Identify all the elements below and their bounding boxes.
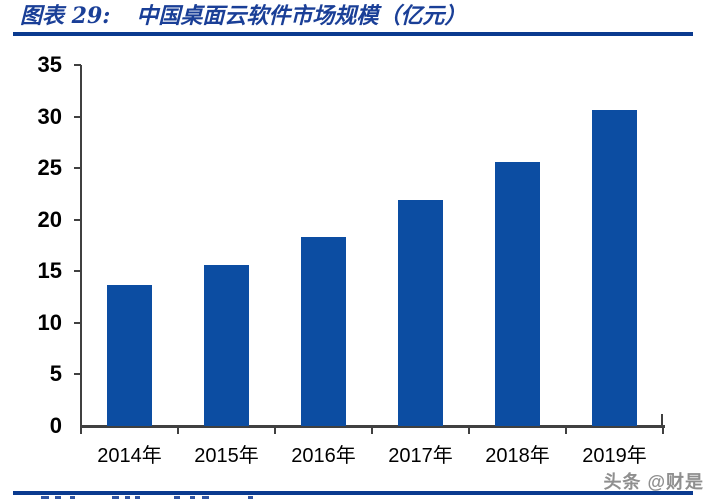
x-tick: [80, 425, 82, 434]
text-fragment: [135, 496, 140, 499]
bar-2014年: [107, 284, 152, 426]
y-tick: [74, 115, 81, 118]
x-tick: [274, 425, 276, 434]
text-fragment: [125, 496, 130, 499]
x-axis-tick-label: 2016年: [291, 445, 356, 467]
text-fragment: [70, 496, 75, 499]
figure-caption: 中国桌面云软件市场规模（亿元）: [136, 3, 467, 29]
y-axis-tick-label: 0: [49, 413, 62, 438]
y-axis-tick-label: 30: [37, 103, 62, 129]
x-axis-tick-label: 2019年: [582, 445, 647, 467]
text-fragment: [174, 496, 180, 499]
text-fragment: [112, 496, 119, 499]
y-tick: [74, 270, 81, 273]
title-divider: [13, 32, 693, 36]
figure-number: 图表 29:: [20, 3, 111, 29]
text-fragment: [202, 496, 209, 499]
y-axis-tick-label: 25: [37, 155, 62, 181]
y-axis-tick-label: 20: [37, 206, 62, 232]
text-fragment: [248, 496, 253, 499]
x-tick: [662, 425, 664, 434]
y-tick: [74, 64, 81, 66]
text-fragment: [55, 496, 61, 499]
bar-2019年: [592, 110, 637, 426]
y-tick: [74, 218, 81, 221]
x-tick: [177, 425, 179, 434]
x-tick: [371, 425, 373, 434]
x-axis-tick-label: 2018年: [485, 445, 550, 467]
bottom-divider: [13, 491, 693, 495]
y-axis-line: [80, 65, 82, 428]
y-axis-tick-label: 15: [37, 258, 62, 284]
x-axis-end-tick: [661, 414, 663, 426]
text-fragment: [190, 496, 195, 499]
x-tick: [468, 425, 470, 434]
text-fragment: [41, 496, 49, 499]
y-axis-tick-label: 35: [37, 52, 62, 77]
y-axis-tick-label: 5: [49, 361, 62, 387]
y-tick: [74, 373, 81, 376]
x-axis-tick-label: 2017年: [388, 445, 453, 467]
figure-title: 图表 29: 中国桌面云软件市场规模（亿元）: [20, 1, 466, 31]
y-tick: [74, 167, 81, 170]
x-axis-tick-label: 2014年: [97, 445, 162, 467]
watermark: 头条 @财是: [603, 472, 704, 492]
x-tick: [565, 425, 567, 434]
y-axis-tick-label: 10: [37, 309, 62, 335]
y-tick: [74, 321, 81, 324]
bar-2017年: [398, 200, 443, 426]
bar-2015年: [204, 265, 249, 426]
bar-2016年: [301, 237, 346, 426]
x-axis-tick-label: 2015年: [194, 445, 259, 467]
bar-2018年: [495, 161, 540, 426]
